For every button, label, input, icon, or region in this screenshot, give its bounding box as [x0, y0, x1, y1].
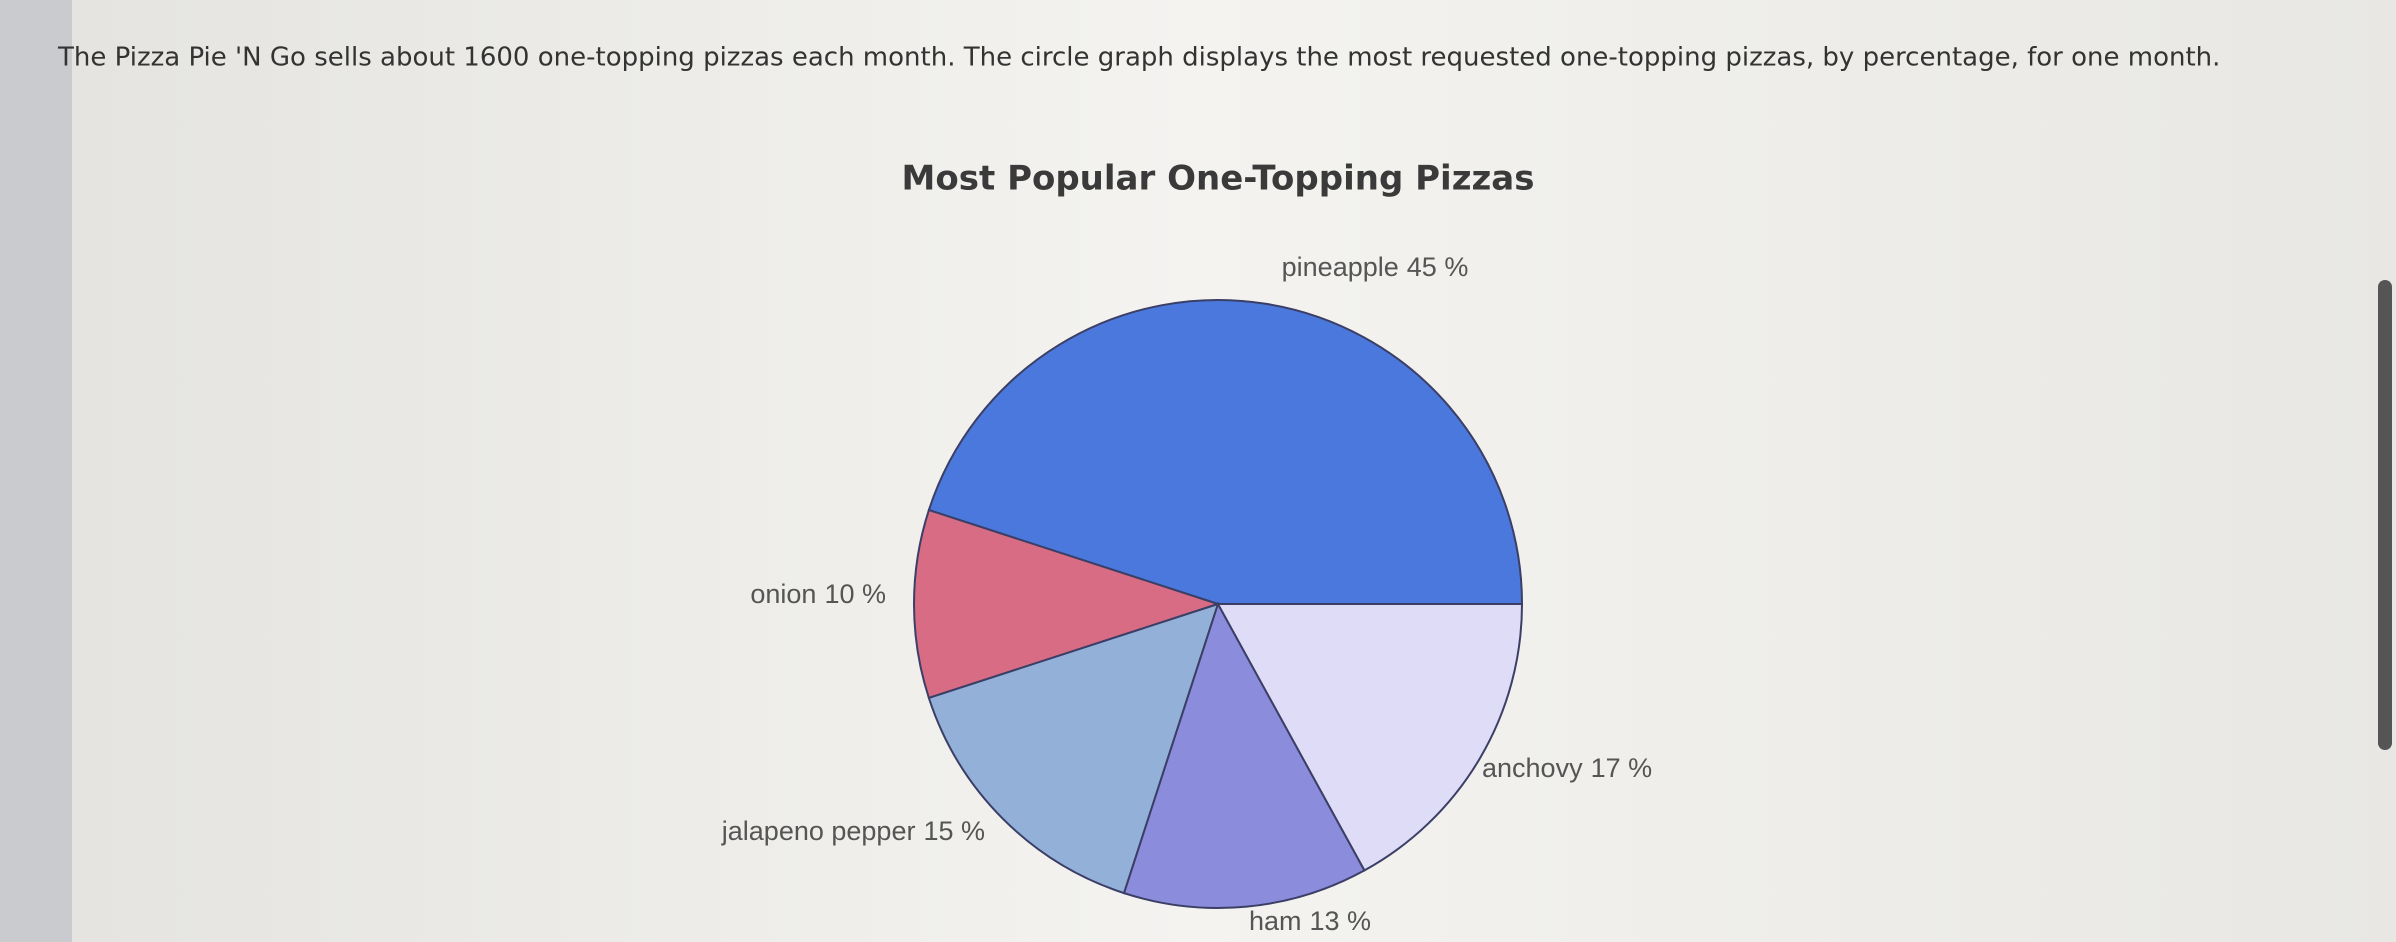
value-label: 15 %: [923, 816, 985, 846]
pie-slice: [1122, 601, 1366, 909]
category-label: anchovy: [1482, 753, 1583, 783]
pie-slice: [913, 508, 1222, 700]
category-label: jalapeno pepper: [721, 816, 916, 846]
pie-slice: [927, 602, 1220, 895]
value-label: 17 %: [1591, 753, 1653, 783]
slice-label: ham 13 %: [1249, 906, 1371, 936]
category-label: pineapple: [1282, 252, 1399, 282]
pie-slice: [1216, 603, 1524, 872]
category-label: ham: [1249, 906, 1302, 936]
slice-label: anchovy 17 %: [1482, 753, 1652, 783]
scrollbar[interactable]: [2378, 280, 2392, 750]
question-text: The Pizza Pie 'N Go sells about 1600 one…: [57, 43, 2220, 73]
pie-slice: [927, 299, 1524, 605]
slice-label: pineapple 45 %: [1282, 252, 1469, 282]
pie: pineapple 45 % onion 10 % jalapeno pepper 15 …: [721, 252, 1652, 936]
slice-label: jalapeno pepper 15 %: [721, 816, 985, 846]
value-label: 13 %: [1309, 906, 1371, 936]
chart-title: Most Popular One-Topping Pizzas: [902, 159, 1535, 199]
slice-label: onion 10 %: [750, 579, 886, 609]
left-edge: [0, 0, 72, 942]
category-label: onion: [750, 579, 816, 609]
value-label: 10 %: [824, 579, 886, 609]
value-label: 45 %: [1407, 252, 1469, 282]
